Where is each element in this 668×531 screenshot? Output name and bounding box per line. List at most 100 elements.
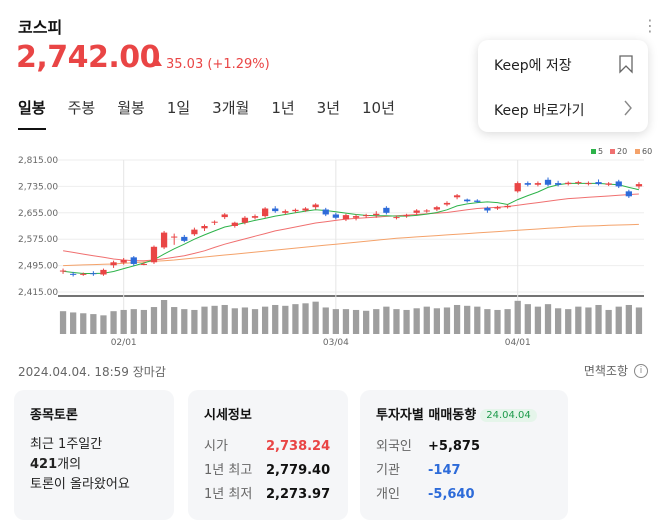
candle bbox=[100, 269, 107, 275]
volume-bar bbox=[352, 309, 360, 334]
y-tick-label: 2,655.00 bbox=[18, 209, 58, 219]
candle bbox=[241, 217, 249, 223]
candle bbox=[494, 207, 501, 209]
volume-bar bbox=[201, 306, 208, 334]
discussion-card[interactable]: 종목토론 최근 1주일간 421개의 토론이 올라왔어요 bbox=[14, 390, 174, 520]
market-status: 2024.04.04. 18:59 장마감 bbox=[18, 365, 166, 379]
up-arrow-icon bbox=[154, 60, 162, 66]
volume-bar bbox=[615, 306, 622, 334]
year-low-value: 2,273.97 bbox=[266, 487, 331, 502]
tab-10year[interactable]: 10년 bbox=[362, 99, 395, 117]
candle bbox=[363, 215, 370, 217]
legend-label: 60 bbox=[642, 147, 652, 156]
volume-bar bbox=[221, 304, 228, 334]
quote-card[interactable]: 시세정보 시가 2,738.24 1년 최고 2,779.40 1년 최저 2,273… bbox=[188, 390, 348, 520]
volume-bar bbox=[120, 309, 127, 334]
volume-bar bbox=[59, 311, 67, 334]
volume-bar bbox=[544, 304, 552, 334]
discussion-title: 종목토론 bbox=[30, 408, 78, 423]
volume-bar bbox=[171, 307, 178, 334]
volume-bar bbox=[322, 307, 329, 334]
volume-bar bbox=[554, 308, 562, 334]
index-title: 코스피 bbox=[18, 18, 63, 37]
keep-go-item[interactable]: Keep 바로가기 bbox=[494, 103, 585, 119]
x-tick-label: 02/01 bbox=[111, 338, 137, 348]
ma5-line bbox=[63, 182, 640, 274]
candle bbox=[524, 183, 531, 185]
volume-bar bbox=[383, 306, 390, 334]
volume-bar bbox=[332, 309, 339, 334]
volume-bar bbox=[373, 309, 380, 334]
y-tick-label: 2,495.00 bbox=[18, 262, 58, 272]
candle bbox=[383, 207, 390, 213]
chevron-right-icon[interactable] bbox=[622, 98, 634, 118]
institution-label: 기관 bbox=[376, 463, 400, 478]
legend-swatch bbox=[591, 149, 596, 154]
individual-value: -5,640 bbox=[428, 487, 475, 502]
tab-3year[interactable]: 3년 bbox=[316, 99, 341, 117]
tab-1day[interactable]: 1일 bbox=[166, 99, 191, 117]
legend-swatch bbox=[635, 149, 640, 154]
candlestick-chart[interactable]: 2,815.00 2,735.00 2,655.00 2,575.00 2,495.00… bbox=[0, 140, 668, 350]
candle bbox=[292, 209, 299, 212]
tab-daily[interactable]: 일봉 bbox=[18, 97, 46, 130]
volume-bar bbox=[292, 304, 299, 334]
candle bbox=[585, 183, 592, 185]
investor-card[interactable]: 투자자별 매매동향 24.04.04 외국인 +5,875 기관 -147 개인 -5,… bbox=[360, 390, 568, 520]
volume-bar bbox=[231, 308, 238, 334]
candle bbox=[140, 263, 148, 265]
candle bbox=[484, 207, 491, 211]
volume-bar bbox=[160, 300, 168, 334]
disclaimer-link[interactable]: 면책조항 i bbox=[584, 362, 648, 379]
tab-1year[interactable]: 1년 bbox=[271, 99, 295, 117]
candle bbox=[635, 184, 643, 187]
volume-bar bbox=[625, 304, 632, 334]
volume-bar bbox=[423, 306, 430, 334]
foreign-value: +5,875 bbox=[428, 439, 481, 454]
bookmark-icon[interactable] bbox=[618, 54, 634, 74]
volume-bar bbox=[464, 305, 471, 334]
institution-value: -147 bbox=[428, 463, 461, 478]
volume-bar bbox=[595, 304, 602, 334]
volume-bar bbox=[393, 309, 400, 334]
volume-bar bbox=[130, 309, 137, 334]
candle bbox=[504, 205, 511, 208]
candle bbox=[565, 182, 572, 185]
candle bbox=[312, 204, 319, 208]
candle bbox=[150, 246, 158, 263]
legend-label: 20 bbox=[617, 147, 627, 156]
volume-bar bbox=[443, 307, 451, 334]
keep-popup: Keep에 저장 Keep 바로가기 bbox=[478, 40, 648, 132]
volume-bar bbox=[261, 306, 269, 334]
tab-3month[interactable]: 3개월 bbox=[212, 99, 250, 117]
candle bbox=[393, 217, 400, 219]
candle bbox=[90, 273, 97, 275]
volume-bar bbox=[565, 309, 572, 334]
tab-weekly[interactable]: 주봉 bbox=[67, 99, 96, 117]
candle bbox=[261, 208, 269, 217]
candle bbox=[615, 181, 622, 187]
y-tick-label: 2,415.00 bbox=[18, 288, 58, 298]
candle bbox=[453, 195, 461, 198]
volume-bar bbox=[211, 305, 218, 334]
candle bbox=[181, 236, 188, 241]
volume-bar bbox=[90, 314, 97, 334]
volume-bar bbox=[433, 308, 441, 334]
volume-bar bbox=[635, 307, 643, 334]
candle bbox=[231, 222, 238, 226]
volume-bar bbox=[504, 309, 511, 334]
volume-bar bbox=[342, 309, 350, 334]
volume-bar bbox=[453, 304, 461, 334]
volume-bar bbox=[272, 304, 279, 334]
candle bbox=[352, 216, 360, 218]
volume-bar bbox=[110, 311, 117, 334]
keep-save-item[interactable]: Keep에 저장 bbox=[494, 58, 572, 74]
info-icon: i bbox=[634, 363, 648, 378]
more-menu-icon[interactable]: ⋮ bbox=[642, 16, 658, 35]
candle bbox=[595, 182, 602, 185]
candle bbox=[403, 215, 410, 217]
tab-monthly[interactable]: 월봉 bbox=[117, 99, 145, 117]
volume-bar bbox=[524, 304, 531, 334]
discussion-count-suffix: 개의 bbox=[57, 457, 82, 472]
volume-bar bbox=[585, 307, 592, 334]
